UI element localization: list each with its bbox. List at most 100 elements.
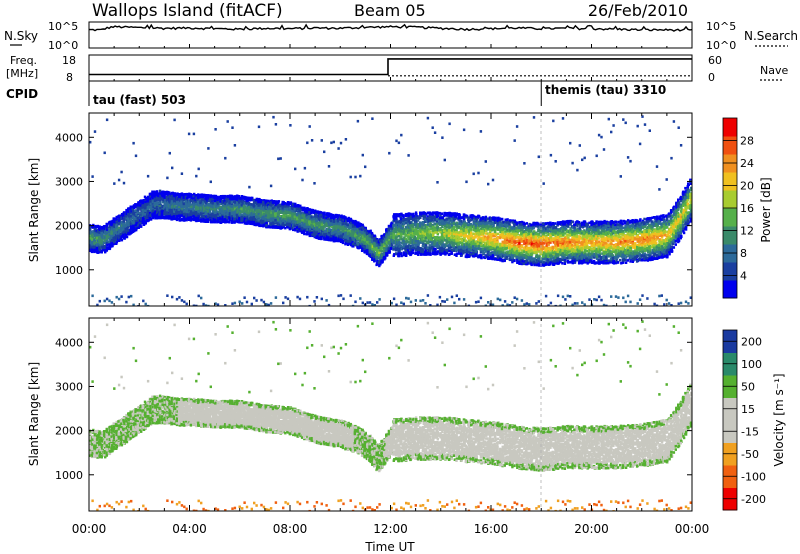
power-cell: [197, 196, 199, 199]
power-cell: [296, 226, 298, 229]
power-cell: [301, 224, 303, 227]
power-cell: [260, 210, 262, 213]
noise-panel: N.Sky 10^5 10^0 10^5 10^0 N.Search: [4, 20, 798, 52]
power-cell: [309, 228, 311, 231]
power-cell: [106, 119, 108, 122]
power-cell: [239, 211, 241, 214]
power-cell: [320, 238, 322, 241]
power-cell: [141, 209, 143, 212]
power-cell: [323, 151, 325, 154]
power-cell: [306, 223, 308, 226]
power-cell: [308, 215, 310, 218]
power-cell: [163, 196, 165, 199]
power-cell: [310, 224, 312, 227]
power-cell: [246, 301, 248, 304]
power-cell: [91, 175, 93, 178]
power-cell: [245, 202, 247, 205]
power-cell: [306, 213, 308, 216]
power-cell: [116, 225, 118, 228]
power-cell: [210, 195, 212, 198]
power-cell: [320, 227, 322, 230]
power-cell: [253, 297, 255, 300]
power-cell: [236, 198, 238, 201]
power-cell: [282, 302, 284, 305]
power-cell: [308, 221, 310, 224]
power-cell: [132, 142, 134, 145]
power-cell: [231, 205, 233, 208]
power-cell: [258, 204, 260, 207]
power-cell: [116, 241, 118, 244]
power-cell: [113, 229, 115, 232]
power-cell: [279, 217, 281, 220]
power-cell: [171, 218, 173, 221]
nave-label: Nave: [760, 64, 788, 77]
power-cell: [234, 302, 236, 305]
power-cell: [277, 158, 279, 161]
power-cell: [91, 233, 93, 236]
power-cell: [166, 177, 168, 180]
power-cell: [265, 303, 267, 306]
power-cell: [132, 231, 134, 234]
power-cell: [118, 227, 120, 230]
power-cell: [258, 223, 260, 226]
cpid-label: CPID: [6, 87, 38, 101]
power-cell: [149, 214, 151, 217]
freq-label: Freq.: [10, 54, 37, 67]
power-cell: [321, 223, 323, 226]
power-cell: [209, 199, 211, 202]
date-title: 26/Feb/2010: [588, 1, 688, 20]
power-cell: [284, 205, 286, 208]
power-cell: [320, 214, 322, 217]
power-cell: [137, 212, 139, 215]
power-cell: [231, 126, 233, 129]
power-cell: [217, 221, 219, 224]
power-cell: [233, 201, 235, 204]
power-cell: [103, 225, 105, 228]
power-cell: [137, 207, 139, 210]
power-cell: [228, 216, 230, 219]
power-cell: [173, 215, 175, 218]
power-cell: [286, 205, 288, 208]
power-cell: [108, 241, 110, 244]
noise-search-label: N.Search: [744, 29, 798, 43]
power-cell: [134, 209, 136, 212]
power-cell: [183, 203, 185, 206]
power-cell: [304, 167, 306, 170]
power-cell: [255, 224, 257, 227]
power-cell: [227, 196, 229, 199]
power-cell: [96, 233, 98, 236]
power-cell: [214, 128, 216, 131]
power-cell: [188, 133, 190, 136]
power-cell: [325, 230, 327, 233]
power-cell: [146, 219, 148, 222]
freq-left-tick-top: 18: [62, 54, 76, 67]
power-cell: [287, 298, 289, 301]
power-cell: [226, 213, 228, 216]
power-cell: [239, 301, 241, 304]
power-cell: [186, 197, 188, 200]
power-cell: [327, 238, 329, 241]
power-cell: [202, 303, 204, 306]
power-cell: [142, 221, 144, 224]
power-cell: [260, 299, 262, 302]
power-cell: [193, 133, 195, 136]
freq-series: [89, 59, 692, 75]
power-cell: [248, 221, 250, 224]
power-cell: [289, 124, 291, 127]
cpid-panel: CPID tau (fast) 503 themis (tau) 3310: [6, 81, 666, 107]
power-cell: [221, 197, 223, 200]
power-cell: [134, 217, 136, 220]
power-cell: [240, 208, 242, 211]
noise-sky-label: N.Sky: [4, 29, 38, 43]
power-cell: [250, 221, 252, 224]
power-cell: [137, 226, 139, 229]
power-cell: [282, 207, 284, 210]
power-cell: [156, 208, 158, 211]
power-cell: [130, 206, 132, 209]
power-cell: [178, 193, 180, 196]
power-cell: [291, 227, 293, 230]
power-cell: [135, 227, 137, 230]
power-cell: [118, 298, 120, 301]
noise-left-tick-bottom: 10^0: [48, 39, 78, 52]
power-cell: [301, 207, 303, 210]
